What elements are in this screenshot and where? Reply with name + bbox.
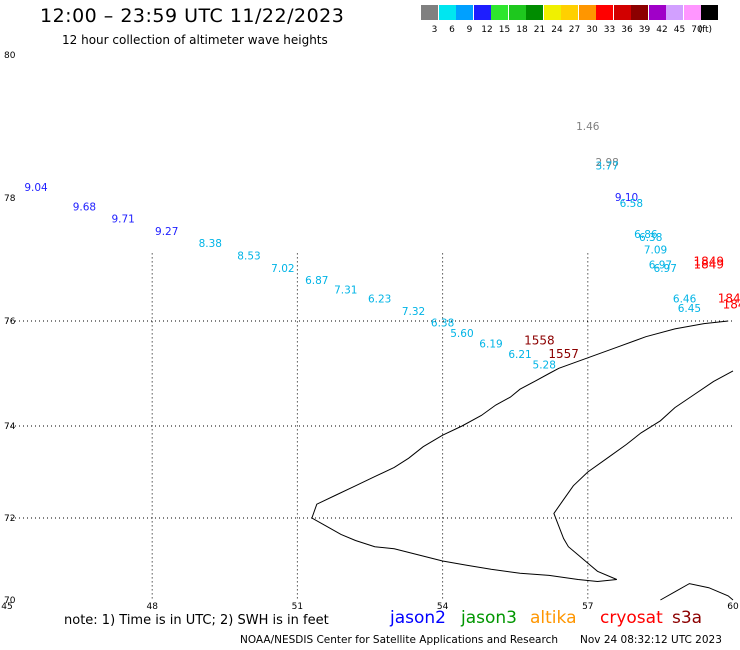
longitude-label: 57 [582, 602, 593, 612]
scale-label: 33 [603, 25, 616, 35]
longitude-label: 60 [727, 602, 739, 612]
generation-timestamp: Nov 24 08:32:12 UTC 2023 [580, 634, 722, 646]
novaya-zemlya-coast [311, 320, 734, 583]
scale-swatch [561, 5, 578, 20]
scale-swatch [438, 5, 456, 20]
pass-time-label: 1557 [548, 347, 579, 361]
satellite-name: altika [530, 608, 577, 628]
scale-label: 6 [449, 25, 455, 35]
scale-label: 15 [498, 25, 511, 35]
wave-height-value: 3.77 [595, 160, 618, 172]
scale-label: 21 [533, 25, 546, 35]
map-subtitle: 12 hour collection of altimeter wave hei… [62, 33, 328, 47]
wave-height-value: 6.23 [368, 294, 391, 306]
pass-time-label: 1849 [694, 258, 725, 272]
longitude-label: 48 [146, 602, 158, 612]
scale-label: 3 [431, 25, 438, 35]
wave-height-value: 6.21 [508, 349, 531, 361]
scale-unit-label: (ft) [698, 25, 713, 35]
scale-swatch [631, 5, 648, 20]
scale-label: 18 [516, 25, 528, 35]
satellite-name: s3a [672, 608, 703, 628]
wave-height-value: 6.38 [639, 232, 662, 244]
latitude-label: 80 [4, 51, 16, 61]
wave-height-value: 7.32 [402, 306, 425, 318]
scale-swatch [648, 5, 666, 20]
wave-height-value: 5.60 [450, 328, 473, 340]
coastline [311, 320, 734, 601]
map-title: 12:00 – 23:59 UTC 11/22/2023 [40, 5, 345, 27]
scale-swatch [683, 5, 701, 20]
scale-label: 70 [691, 25, 703, 35]
wave-height-value: 6.97 [649, 260, 672, 272]
scale-swatch [491, 5, 508, 20]
latitude-label: 72 [4, 514, 15, 524]
scale-label: 36 [621, 25, 633, 35]
scale-swatch [596, 5, 613, 20]
lat-lon-grid [7, 253, 733, 600]
pass-time-label: 1558 [524, 334, 555, 348]
longitude-label: 45 [1, 602, 12, 612]
wave-height-value: 6.19 [479, 338, 502, 350]
wave-height-value: 6.38 [431, 317, 454, 329]
scale-swatch [456, 5, 473, 20]
scale-label: 42 [656, 25, 668, 35]
pass-time-label: 1845 [718, 292, 740, 306]
wave-height-value: 5.28 [533, 359, 556, 371]
axis-labels: 45 48 51 54 57 60 70 72 74 76 78 80 [1, 51, 739, 612]
wave-height-value: 8.53 [237, 251, 260, 263]
scale-label: 30 [586, 25, 598, 35]
scale-label: 12 [481, 25, 493, 35]
longitude-label: 51 [292, 602, 303, 612]
mainland-coast-fragment [660, 583, 734, 601]
pass-time-label: 1849 [694, 255, 725, 269]
wave-height-value: 9.27 [155, 226, 178, 238]
longitude-label: 54 [437, 602, 449, 612]
scale-swatch [526, 5, 543, 20]
wave-height-value: 6.97 [654, 263, 677, 275]
scale-swatch [701, 5, 718, 20]
wave-height-value: 6.46 [673, 294, 697, 306]
wave-height-value: 6.45 [678, 303, 701, 315]
scale-swatch [613, 5, 631, 20]
scale-label: 27 [568, 25, 581, 35]
scale-swatch [473, 5, 491, 20]
wave-height-value: 7.02 [271, 263, 294, 275]
latitude-label: 70 [4, 596, 16, 606]
wave-height-observations: 9.04 9.68 9.71 9.27 8.38 8.53 7.02 6.87 7.31 6.23… [24, 121, 740, 371]
wave-height-value: 9.71 [111, 214, 134, 226]
pass-time-label: 1845 [723, 298, 740, 312]
wave-height-value: 7.09 [644, 244, 667, 256]
credit-line: NOAA/NESDIS Center for Satellite Applica… [240, 634, 558, 646]
wave-height-value: 2.98 [595, 157, 618, 169]
wave-height-value: 7.31 [334, 284, 357, 296]
wave-height-value: 9.04 [24, 182, 48, 194]
wave-height-value: 6.86 [634, 229, 658, 241]
wave-height-value: 6.87 [305, 275, 328, 287]
scale-swatch [508, 5, 526, 20]
scale-swatch [578, 5, 596, 20]
scale-label: 24 [551, 25, 563, 35]
satellite-name: jason2 [390, 608, 446, 628]
scale-label: 45 [673, 25, 686, 35]
satellite-name: jason3 [461, 608, 517, 628]
scale-swatch [421, 5, 438, 20]
latitude-label: 74 [4, 422, 16, 432]
latitude-label: 78 [4, 194, 16, 204]
satellite-name: cryosat [600, 608, 663, 628]
wave-height-value: 8.38 [199, 238, 222, 250]
wave-height-value: 9.68 [73, 201, 96, 213]
wave-height-value: 1.46 [576, 121, 600, 133]
scale-label: 9 [466, 25, 473, 35]
units-note: note: 1) Time is in UTC; 2) SWH is in fe… [64, 613, 329, 628]
wave-height-value: 9.10 [615, 192, 638, 204]
wave-height-value: 6.58 [620, 198, 643, 210]
scale-swatch [666, 5, 683, 20]
scale-label: 39 [638, 25, 651, 35]
latitude-label: 76 [4, 317, 16, 327]
scale-swatch [543, 5, 561, 20]
